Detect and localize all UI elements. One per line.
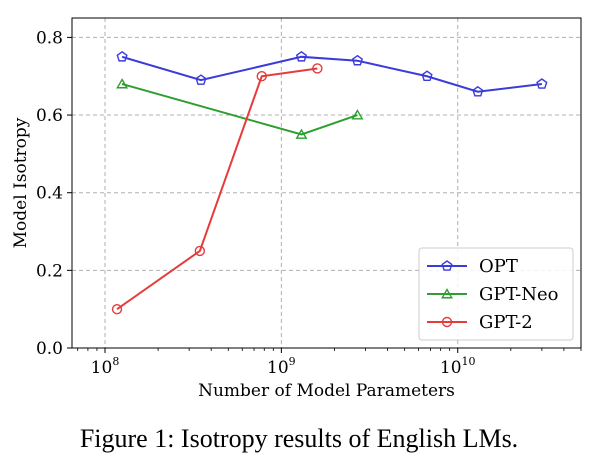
data-point-gpt-2 — [111, 303, 123, 315]
legend-label: GPT-2 — [479, 312, 533, 333]
y-tick-label: 0.8 — [36, 28, 63, 48]
legend-item-gpt-2: GPT-2 — [427, 312, 533, 333]
figure-caption: Figure 1: Isotropy results of English LM… — [79, 424, 519, 453]
data-point-gpt-2 — [194, 245, 206, 257]
x-tick-label: 1010 — [440, 355, 476, 378]
data-point-opt — [536, 78, 548, 89]
data-point-gpt-2 — [256, 71, 267, 82]
plot-frame — [71, 17, 582, 349]
y-axis-label: Model Isotropy — [11, 117, 31, 248]
x-tick-label: 108 — [91, 355, 120, 378]
data-point-gpt-neo — [295, 128, 308, 139]
legend-label: GPT-Neo — [479, 284, 559, 305]
x-axis-ticks: 108 109 1010 — [77, 348, 582, 378]
legend-box — [418, 247, 574, 341]
legend-marker — [441, 288, 453, 299]
y-tick-label: 0.4 — [36, 184, 63, 204]
series-gpt-neo — [116, 78, 364, 139]
data-point-opt — [351, 54, 364, 66]
y-axis-ticks: 0.0 0.2 0.4 0.6 0.8 — [36, 28, 72, 359]
series-line-gpt-neo — [121, 83, 358, 136]
legend-label: OPT — [479, 256, 518, 277]
legend-item-gpt-neo: GPT-Neo — [427, 284, 559, 305]
series-layer — [111, 50, 548, 315]
data-point-gpt-neo — [116, 78, 129, 89]
x-axis-label: Number of Model Parameters — [198, 381, 455, 401]
series-opt — [116, 50, 548, 97]
data-point-opt — [295, 50, 308, 62]
data-point-opt — [472, 85, 484, 97]
y-tick-label: 0.2 — [36, 261, 63, 281]
data-point-opt — [195, 74, 207, 85]
data-point-gpt-neo — [351, 109, 364, 120]
legend-marker — [441, 260, 453, 271]
isotropy-line-chart: 108 109 1010 0.0 0.2 0.4 0.6 0.8 Number of Mod… — [11, 17, 582, 401]
data-point-opt — [116, 50, 128, 62]
series-gpt-2 — [111, 63, 323, 315]
y-tick-label: 0.6 — [36, 106, 63, 126]
data-point-opt — [421, 70, 433, 81]
legend-item-opt: OPT — [427, 256, 518, 277]
y-tick-label: 0.0 — [36, 339, 63, 359]
series-line-gpt-2 — [116, 67, 318, 310]
series-line-opt — [121, 55, 542, 93]
legend-marker — [441, 316, 453, 328]
x-tick-label: 109 — [267, 355, 296, 378]
data-point-gpt-2 — [312, 63, 323, 74]
legend: OPT GPT-Neo GPT-2 — [418, 247, 574, 341]
